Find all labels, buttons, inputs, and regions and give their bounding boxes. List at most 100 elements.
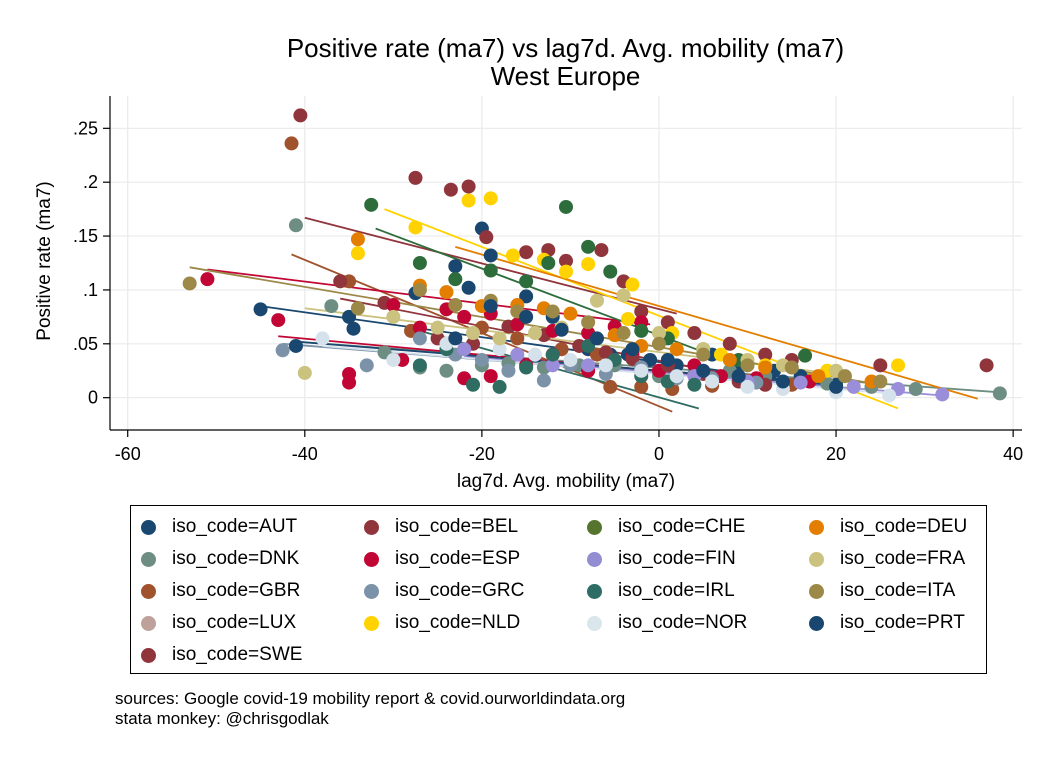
x-tick-label: 20 xyxy=(826,444,846,464)
data-point xyxy=(598,358,613,373)
x-tick-label: -60 xyxy=(115,444,141,464)
data-point xyxy=(501,363,516,378)
data-point xyxy=(634,379,649,394)
data-point xyxy=(784,360,799,375)
data-point xyxy=(651,336,666,351)
data-point xyxy=(408,220,423,235)
data-point xyxy=(625,342,640,357)
legend-swatch xyxy=(364,551,379,567)
data-point xyxy=(545,358,560,373)
legend-swatch xyxy=(587,615,602,631)
data-point xyxy=(634,363,649,378)
data-point xyxy=(253,302,268,317)
legend-item: iso_code=AUT xyxy=(141,514,297,540)
data-point xyxy=(284,136,299,151)
legend-swatch xyxy=(141,551,156,567)
data-point xyxy=(660,352,675,367)
data-point xyxy=(483,248,498,263)
data-point xyxy=(559,264,573,279)
data-point xyxy=(519,274,534,289)
data-point xyxy=(293,108,308,123)
legend-swatch xyxy=(364,615,379,631)
data-point xyxy=(603,379,618,394)
legend-label: iso_code=NLD xyxy=(395,612,521,633)
data-point xyxy=(288,218,303,233)
source-notes: sources: Google covid-19 mobility report… xyxy=(115,689,625,729)
data-point xyxy=(350,246,365,261)
x-tick-label: 40 xyxy=(1003,444,1023,464)
data-point xyxy=(461,193,476,208)
legend-item: iso_code=IRL xyxy=(587,578,735,604)
data-point xyxy=(536,373,551,388)
legend-swatch xyxy=(809,519,824,535)
data-point xyxy=(541,256,556,270)
legend-item: iso_code=PRT xyxy=(809,610,965,636)
data-point xyxy=(412,282,427,297)
data-point xyxy=(603,264,618,279)
legend-label: iso_code=BEL xyxy=(395,516,519,537)
data-point xyxy=(275,343,290,358)
data-point xyxy=(722,352,737,367)
data-point xyxy=(935,387,950,402)
y-tick-label: .25 xyxy=(73,118,98,138)
data-point xyxy=(483,369,498,384)
data-point xyxy=(581,315,596,330)
data-point xyxy=(439,363,454,378)
data-point xyxy=(408,170,423,185)
legend-label: iso_code=CHE xyxy=(618,516,746,537)
data-point xyxy=(457,309,472,324)
legend-item: iso_code=DEU xyxy=(809,514,967,540)
legend-item: iso_code=NOR xyxy=(587,610,747,636)
data-point xyxy=(350,232,365,247)
data-point xyxy=(364,197,379,212)
data-point xyxy=(461,280,476,295)
legend-label: iso_code=PRT xyxy=(840,612,965,633)
data-point xyxy=(519,245,534,260)
data-point xyxy=(342,375,357,390)
data-point xyxy=(528,347,543,362)
data-point xyxy=(775,374,790,389)
data-point xyxy=(474,352,489,367)
data-point xyxy=(829,379,844,394)
legend-label: iso_code=DNK xyxy=(172,548,300,569)
data-point xyxy=(412,256,427,270)
data-point xyxy=(811,369,826,384)
data-point xyxy=(350,301,365,316)
legend-swatch xyxy=(809,615,824,631)
data-point xyxy=(466,326,481,341)
legend-item: iso_code=ESP xyxy=(364,546,520,572)
data-point xyxy=(457,342,472,357)
data-point xyxy=(581,239,596,254)
data-point xyxy=(439,285,454,300)
data-point xyxy=(594,243,609,258)
data-point xyxy=(554,322,569,337)
data-point xyxy=(483,191,498,206)
data-point xyxy=(696,363,711,378)
legend-swatch xyxy=(141,615,156,631)
data-point xyxy=(510,347,525,362)
y-tick-label: .05 xyxy=(73,334,98,354)
data-point xyxy=(837,369,852,384)
data-point xyxy=(448,331,463,346)
plot-area: -60 -40 -20 0 20 40 0 .05 .1 .15 .2 .25 lag7d. Avg.… xyxy=(34,96,1023,492)
data-point xyxy=(882,388,897,403)
data-point xyxy=(616,288,631,303)
data-point xyxy=(386,309,401,324)
legend-swatch xyxy=(141,519,156,535)
chart-subtitle: West Europe xyxy=(490,61,641,91)
data-point xyxy=(315,331,330,346)
legend-item: iso_code=DNK xyxy=(141,546,299,572)
data-point xyxy=(492,342,507,357)
data-point xyxy=(687,326,702,341)
data-point xyxy=(448,298,463,313)
data-point xyxy=(581,358,596,373)
data-point xyxy=(443,182,458,197)
data-point xyxy=(288,338,303,353)
chart-title: Positive rate (ma7) vs lag7d. Avg. mobil… xyxy=(286,33,845,63)
fit-line xyxy=(375,227,748,370)
data-point xyxy=(412,358,427,373)
data-point xyxy=(992,386,1007,401)
data-point xyxy=(505,248,520,263)
data-point xyxy=(616,326,631,341)
data-point xyxy=(297,365,312,380)
